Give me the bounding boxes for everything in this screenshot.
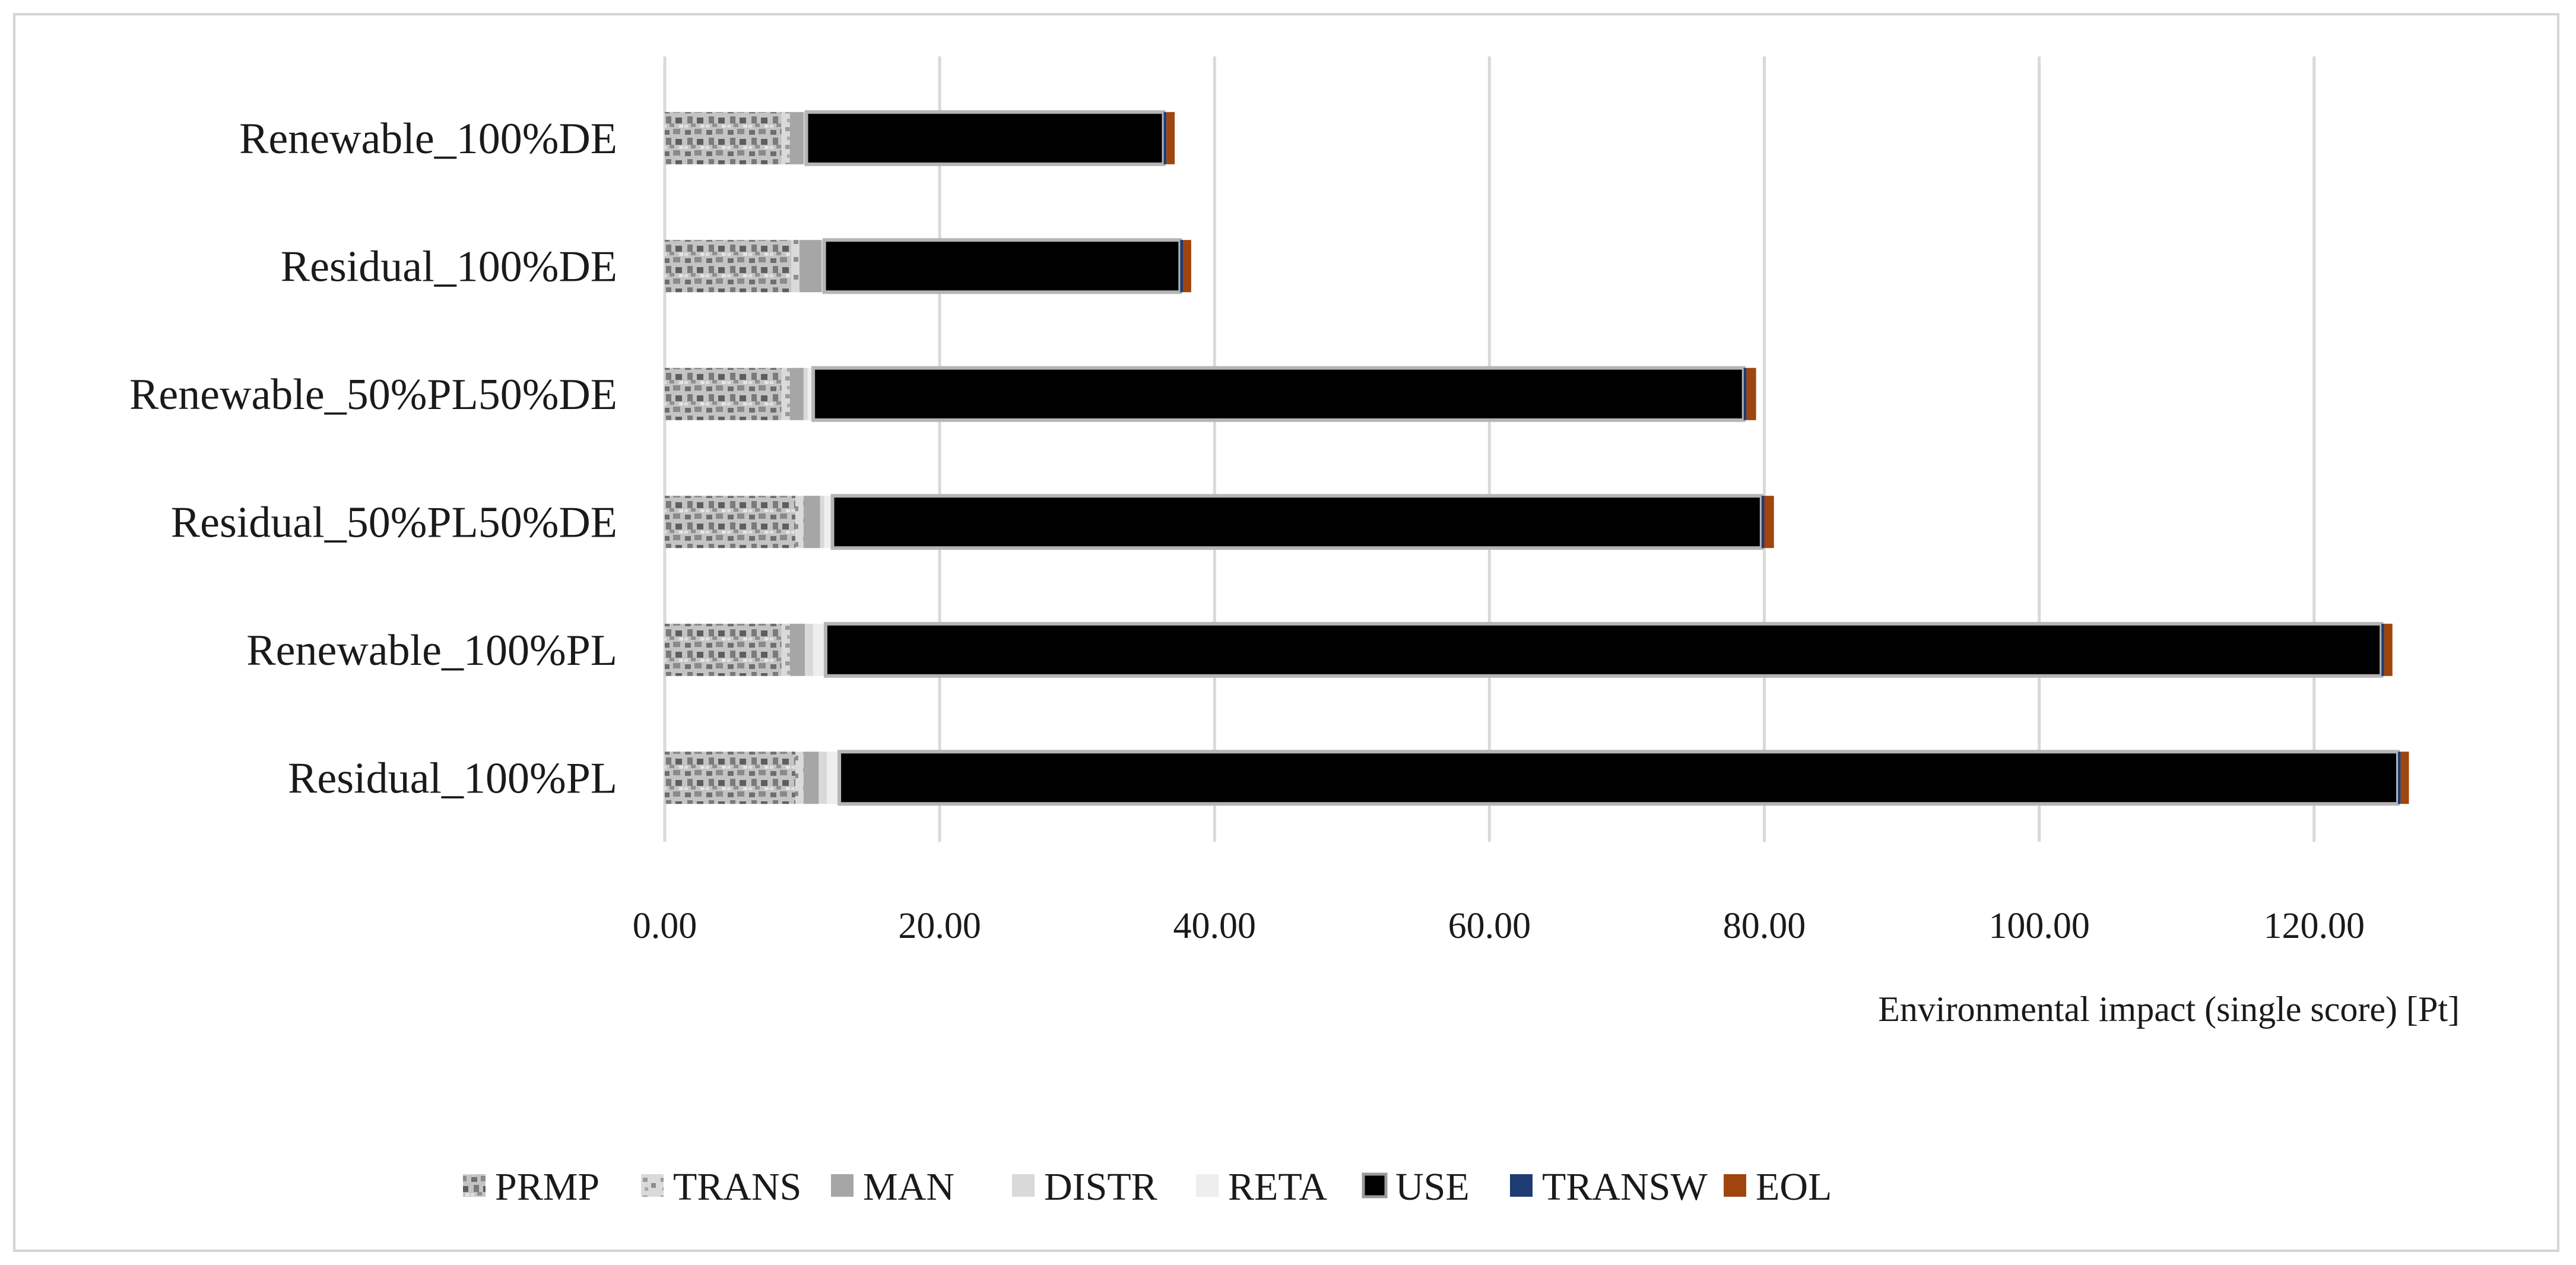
bar-segment-trans <box>781 112 790 164</box>
legend-swatch <box>831 1174 854 1197</box>
legend-label: EOL <box>1756 1165 1832 1209</box>
bar-segment-trans <box>795 496 804 549</box>
bar-segment-trans <box>791 240 800 293</box>
bar-group <box>665 366 1756 422</box>
legend-swatch <box>1724 1174 1746 1197</box>
bar-segment-distr <box>803 112 805 164</box>
bar-segment-man <box>799 240 821 293</box>
x-tick-label: 80.00 <box>1723 906 1806 946</box>
bar-segment-eol <box>1764 496 1774 549</box>
category-label: Renewable_50%PL50%DE <box>129 370 617 419</box>
bar-segment-eol <box>2384 623 2393 676</box>
bar-segment-transw <box>1180 240 1183 293</box>
bar-segment-prmp <box>665 752 795 804</box>
category-labels: Renewable_100%DE Residual_100%DE Renewable… <box>129 115 617 803</box>
bar-segment-man <box>789 367 804 420</box>
bar-group <box>665 110 1175 166</box>
legend-swatch <box>1012 1174 1035 1197</box>
bar-segment-distr <box>819 752 827 804</box>
bar-group <box>665 622 2393 678</box>
legend-label: MAN <box>863 1165 954 1209</box>
x-tick-label: 40.00 <box>1173 906 1257 946</box>
bar-segment-distr <box>803 367 808 420</box>
bar-segment-man <box>803 496 820 549</box>
bar-segment-distr <box>821 240 823 293</box>
bar-segment-use <box>822 238 1182 294</box>
bar-segment-reta <box>807 367 814 420</box>
bar-segment-prmp <box>665 623 782 676</box>
bar-segment-man <box>803 752 819 804</box>
legend-label: PRMP <box>495 1165 599 1209</box>
legend-label: DISTR <box>1044 1165 1157 1209</box>
bar-segment-transw <box>1761 496 1765 549</box>
category-label: Residual_100%PL <box>288 754 617 803</box>
bar-segment-use <box>830 494 1763 550</box>
legend-item-transw: TRANSW <box>1510 1165 1708 1209</box>
legend: PRMP TRANS MAN DISTR RETA USE TRANSW EOL <box>463 1165 1832 1209</box>
bar-segment-reta <box>824 496 833 549</box>
bar-group <box>665 750 2409 806</box>
bar-segment-prmp <box>665 112 782 164</box>
bar-segment-transw <box>1163 112 1167 164</box>
legend-swatch <box>641 1174 664 1197</box>
legend-label: USE <box>1395 1165 1470 1209</box>
bar-segment-eol <box>1746 367 1756 420</box>
x-axis-title: Environmental impact (single score) [Pt] <box>1878 990 2460 1029</box>
category-label: Renewable_100%PL <box>246 626 617 675</box>
gridlines <box>663 56 2316 842</box>
bar-segment-distr <box>805 623 814 676</box>
bar-segment-distr <box>820 496 824 549</box>
x-tick-label: 0.00 <box>633 906 697 946</box>
legend-item-use: USE <box>1362 1165 1470 1209</box>
bar-segment-reta <box>813 623 826 676</box>
category-label: Renewable_100%DE <box>239 115 617 163</box>
bars <box>665 110 2409 806</box>
bar-segment-use <box>804 110 1166 166</box>
bar-segment-transw <box>2381 623 2384 676</box>
bar-segment-transw <box>2398 752 2401 804</box>
bar-segment-man <box>789 623 805 676</box>
bar-segment-eol <box>1166 112 1175 164</box>
bar-segment-man <box>789 112 804 164</box>
x-tick-label: 120.00 <box>2264 906 2365 946</box>
bar-segment-prmp <box>665 240 792 293</box>
bar-segment-reta <box>827 752 840 804</box>
legend-item-distr: DISTR <box>1012 1165 1157 1209</box>
bar-group <box>665 238 1191 294</box>
bar-segment-use <box>823 622 2384 678</box>
legend-swatch <box>1362 1172 1388 1199</box>
category-label: Residual_50%PL50%DE <box>171 498 617 547</box>
legend-item-man: MAN <box>831 1165 954 1209</box>
legend-swatch <box>463 1174 486 1197</box>
bar-segment-trans <box>781 623 790 676</box>
legend-label: RETA <box>1228 1165 1327 1209</box>
bar-segment-use <box>837 750 2400 806</box>
x-tick-labels: 0.00 20.00 40.00 60.00 80.00 100.00 120.00 <box>633 906 2365 946</box>
legend-item-reta: RETA <box>1196 1165 1327 1209</box>
bar-segment-use <box>811 366 1746 422</box>
legend-item-prmp: PRMP <box>463 1165 599 1209</box>
legend-label: TRANSW <box>1542 1165 1708 1209</box>
x-tick-label: 100.00 <box>1988 906 2090 946</box>
bar-segment-eol <box>2400 752 2409 804</box>
bar-segment-eol <box>1182 240 1191 293</box>
legend-swatch <box>1510 1174 1533 1197</box>
bar-segment-prmp <box>665 496 795 549</box>
bar-segment-prmp <box>665 367 782 420</box>
bar-segment-trans <box>795 752 804 804</box>
category-label: Residual_100%DE <box>281 242 617 291</box>
x-tick-label: 20.00 <box>898 906 981 946</box>
legend-swatch <box>1196 1174 1219 1197</box>
legend-item-trans: TRANS <box>641 1165 801 1209</box>
bar-group <box>665 494 1774 550</box>
x-tick-label: 60.00 <box>1448 906 1531 946</box>
bar-segment-trans <box>781 367 790 420</box>
legend-label: TRANS <box>673 1165 801 1209</box>
legend-item-eol: EOL <box>1724 1165 1832 1209</box>
bar-segment-transw <box>1743 367 1747 420</box>
